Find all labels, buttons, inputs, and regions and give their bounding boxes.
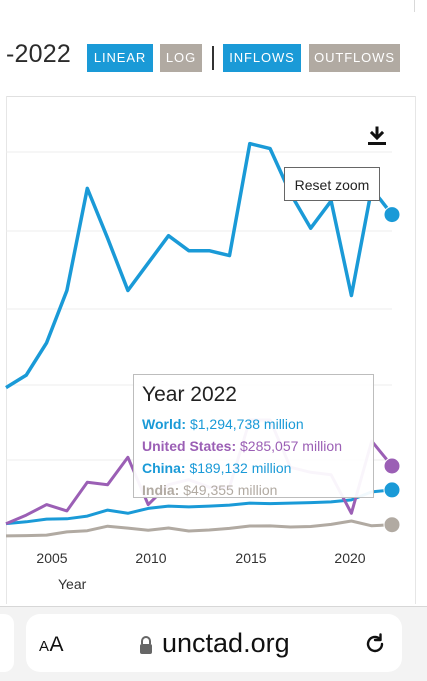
download-icon[interactable]	[366, 125, 388, 147]
chart-card	[6, 96, 416, 607]
x-tick-label: 2020	[334, 550, 366, 566]
x-tick-label: 2015	[235, 550, 267, 566]
tooltip-row-india: India: $49,355 million	[142, 479, 365, 501]
x-tick-label: 2005	[36, 550, 68, 566]
chart-tooltip: Year 2022 World: $1,294,738 million Unit…	[133, 374, 374, 498]
x-tick-label: 2010	[135, 550, 167, 566]
tooltip-series-label: World:	[142, 416, 187, 432]
reset-zoom-button[interactable]: Reset zoom	[284, 167, 380, 201]
aa-big-letter: A	[49, 633, 65, 656]
inflows-button[interactable]: INFLOWS	[223, 44, 301, 72]
chart-card-left-border	[6, 96, 7, 604]
url-text[interactable]: unctad.org	[162, 628, 290, 658]
log-scale-button[interactable]: LOG	[160, 44, 202, 72]
tooltip-row-world: World: $1,294,738 million	[142, 413, 365, 435]
tooltip-series-value: $285,057 million	[240, 438, 342, 454]
address-bar[interactable]	[26, 614, 402, 672]
toolbar-separator	[212, 46, 214, 70]
tooltip-series-value: $189,132 million	[189, 460, 292, 476]
tooltip-row-china: China: $189,132 million	[142, 457, 365, 479]
tooltip-series-label: China:	[142, 460, 186, 476]
tooltip-series-value: $1,294,738 million	[189, 416, 304, 432]
page-top-divider	[414, 0, 415, 12]
x-axis-title: Year	[58, 576, 87, 592]
page-top-edge	[0, 0, 427, 6]
tooltip-series-value: $49,355 million	[183, 482, 278, 498]
chart-title-fragment: -2022	[6, 40, 71, 68]
linear-scale-button[interactable]: LINEAR	[87, 44, 153, 72]
outflows-button[interactable]: OUTFLOWS	[309, 44, 400, 72]
tooltip-title: Year 2022	[142, 383, 237, 406]
reload-icon[interactable]	[362, 631, 388, 657]
aa-small-letter: A	[39, 638, 50, 655]
tooltip-series-label: United States:	[142, 438, 237, 454]
previous-tab-edge[interactable]	[0, 614, 14, 672]
lock-icon	[140, 636, 152, 654]
chart-card-right-border	[415, 96, 416, 604]
tooltip-series-label: India:	[142, 482, 180, 498]
tooltip-row-united-states: United States: $285,057 million	[142, 435, 365, 457]
reader-text-size-button[interactable]: AA	[39, 633, 64, 657]
